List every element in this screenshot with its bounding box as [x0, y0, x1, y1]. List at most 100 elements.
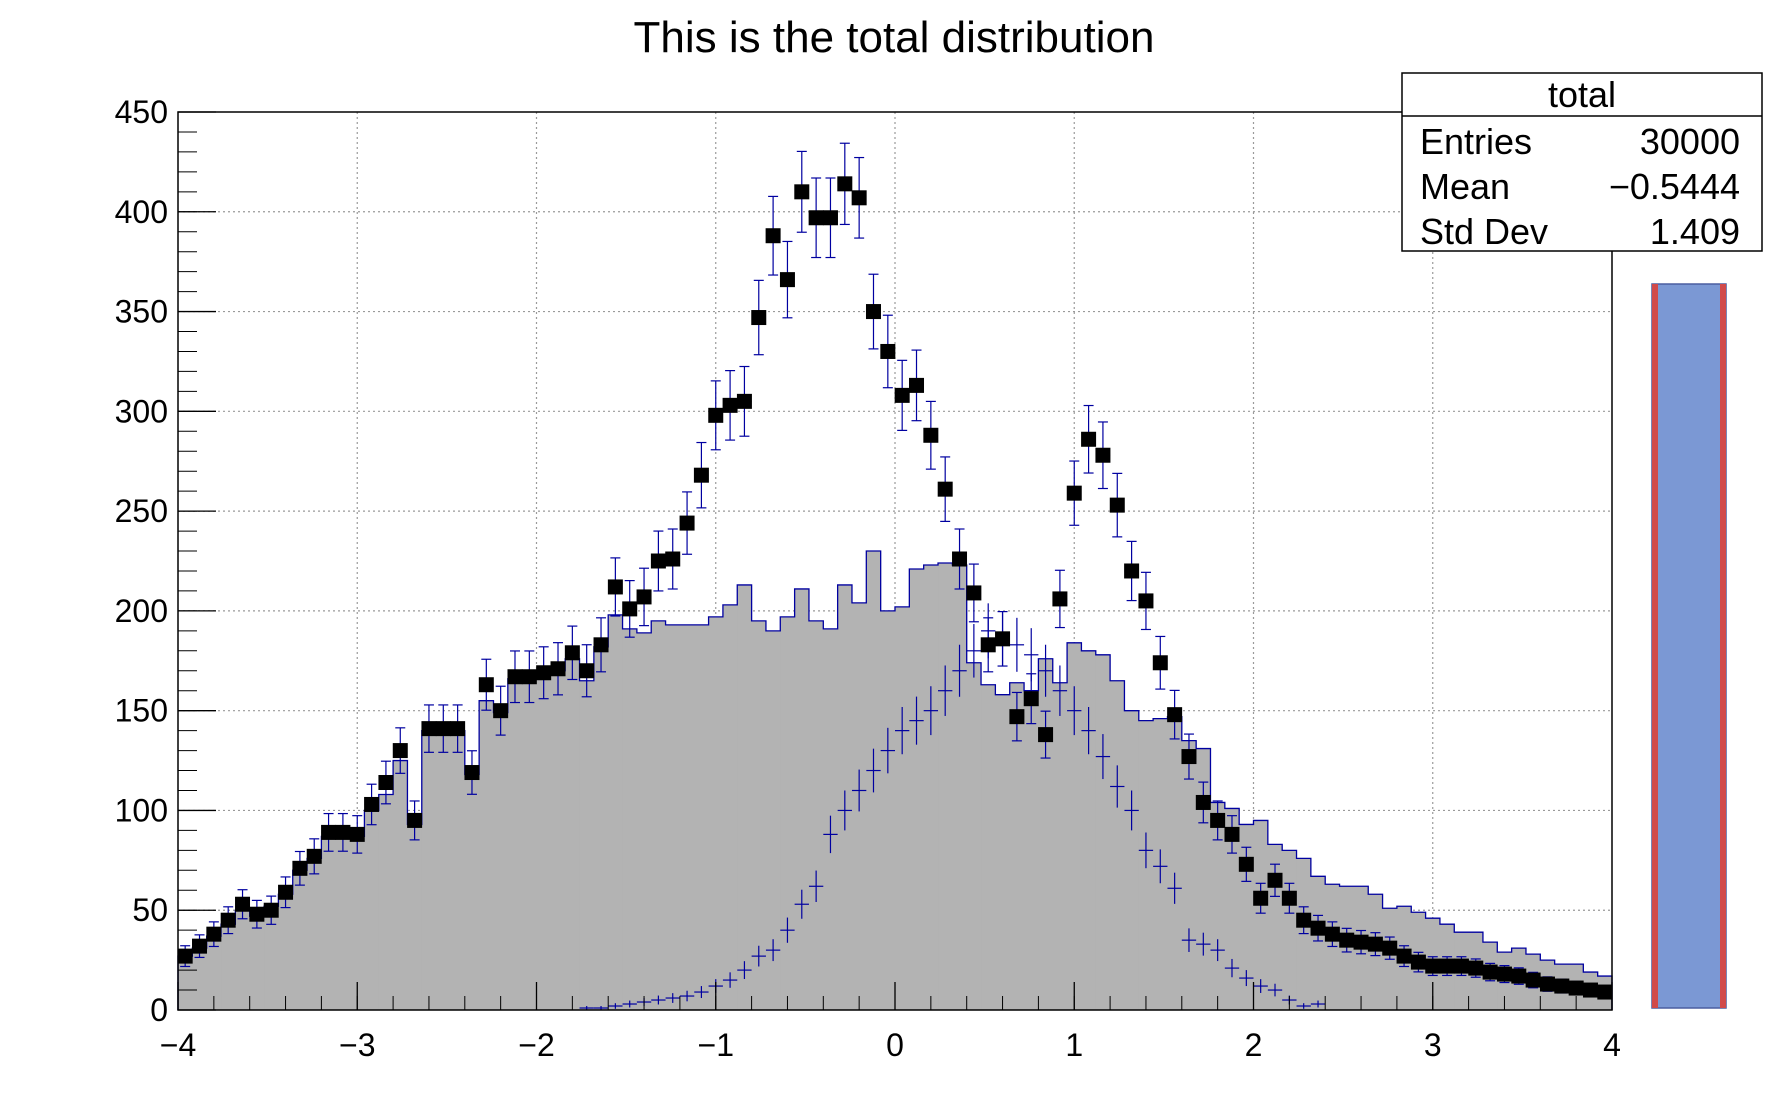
hist-bar — [679, 624, 695, 1010]
marker-point — [407, 800, 423, 841]
marker-point — [177, 945, 193, 968]
marker-point — [1167, 689, 1183, 740]
y-tick-label: 0 — [150, 992, 168, 1028]
hist-bar — [1095, 654, 1111, 1010]
marker-point — [1554, 978, 1570, 994]
cross-point — [1009, 617, 1025, 672]
marker-point — [1009, 691, 1025, 742]
marker-point — [507, 650, 523, 704]
cross-point — [679, 990, 695, 1002]
cross-point — [1296, 1003, 1311, 1009]
hist-bar — [565, 658, 581, 1010]
hist-bar — [421, 730, 437, 1010]
stats-box-title: total — [1548, 74, 1616, 115]
hist-bar — [1067, 642, 1082, 1010]
marker-point — [952, 528, 968, 590]
cross-point — [651, 995, 666, 1005]
marker-point — [249, 899, 265, 929]
marker-point — [808, 177, 824, 259]
hist-bar — [909, 568, 925, 1010]
cross-point — [1167, 872, 1182, 904]
marker-point — [1468, 958, 1484, 978]
hist-bar — [364, 810, 380, 1010]
hist-bar — [278, 894, 294, 1010]
cross-point — [823, 815, 838, 854]
marker-point — [392, 727, 408, 774]
hist-bar — [1325, 884, 1341, 1010]
marker-point — [1496, 965, 1512, 984]
marker-point — [865, 273, 881, 350]
cross-point — [1153, 849, 1168, 884]
hist-bar — [235, 910, 251, 1010]
hist-bar — [1253, 820, 1269, 1010]
cross-point — [608, 1003, 623, 1009]
hist-bar — [765, 630, 781, 1010]
marker-point — [321, 812, 337, 852]
hist-bar — [981, 684, 996, 1010]
cross-point — [1224, 958, 1240, 978]
hist-bar — [1110, 680, 1125, 1010]
cross-point — [780, 917, 795, 943]
hist-bar — [1052, 682, 1068, 1010]
marker-point — [493, 685, 509, 736]
cross-point — [665, 993, 680, 1003]
stats-entries-label: Entries — [1420, 121, 1532, 162]
cross-point — [1253, 979, 1268, 993]
hist-bar — [1210, 802, 1226, 1010]
y-tick-label: 200 — [115, 593, 168, 629]
cross-point — [1081, 707, 1096, 755]
cross-point — [1196, 932, 1211, 956]
marker-point — [464, 750, 480, 795]
marker-point — [1382, 936, 1398, 960]
marker-point — [1582, 982, 1598, 998]
side-bar-fill — [1651, 283, 1727, 1009]
y-tick-label: 50 — [132, 892, 168, 928]
stats-mean-value: −0.5444 — [1609, 166, 1740, 207]
hist-bar — [1181, 740, 1197, 1010]
hist-bar — [995, 694, 1011, 1010]
marker-point — [1539, 976, 1555, 992]
marker-point — [995, 611, 1011, 667]
marker-point — [1095, 421, 1111, 490]
hist-bar — [1009, 682, 1025, 1010]
marker-point — [478, 658, 494, 711]
marker-point — [1138, 571, 1154, 631]
stats-mean-label: Mean — [1420, 166, 1510, 207]
marker-point — [751, 279, 767, 356]
marker-point — [622, 580, 638, 638]
marker-point — [1597, 984, 1613, 1000]
hist-bar — [1282, 850, 1298, 1010]
cross-point — [694, 986, 709, 999]
cross-point — [866, 748, 881, 793]
marker-point — [1367, 932, 1383, 957]
y-tick-label: 400 — [115, 194, 168, 230]
hist-bar — [335, 834, 351, 1010]
cross-point — [966, 624, 982, 678]
hist-bar — [694, 624, 710, 1010]
x-tick-label: 4 — [1603, 1027, 1621, 1063]
marker-point — [1410, 951, 1426, 973]
cross-point — [1239, 970, 1254, 987]
marker-point — [579, 644, 595, 698]
y-tick-label: 150 — [115, 693, 168, 729]
hist-bar — [393, 760, 408, 1010]
marker-point — [1124, 540, 1140, 602]
stats-box-frame — [1401, 72, 1763, 252]
marker-point — [1511, 967, 1527, 985]
hist-bar — [1167, 716, 1183, 1010]
hist-bar — [665, 624, 681, 1010]
hist-bar — [622, 628, 638, 1010]
marker-point — [650, 530, 666, 592]
marker-point — [550, 642, 566, 696]
hist-bar — [1310, 876, 1326, 1010]
chart-title: This is the total distribution — [634, 13, 1155, 62]
hist-bar — [593, 646, 609, 1010]
hist-bar — [608, 614, 624, 1010]
marker-point — [335, 812, 351, 852]
cross-point — [909, 696, 924, 745]
cross-point — [1267, 983, 1283, 997]
hist-bar — [737, 584, 753, 1010]
marker-point — [794, 150, 810, 233]
marker-point — [292, 850, 308, 886]
y-tick-label: 450 — [115, 94, 168, 130]
